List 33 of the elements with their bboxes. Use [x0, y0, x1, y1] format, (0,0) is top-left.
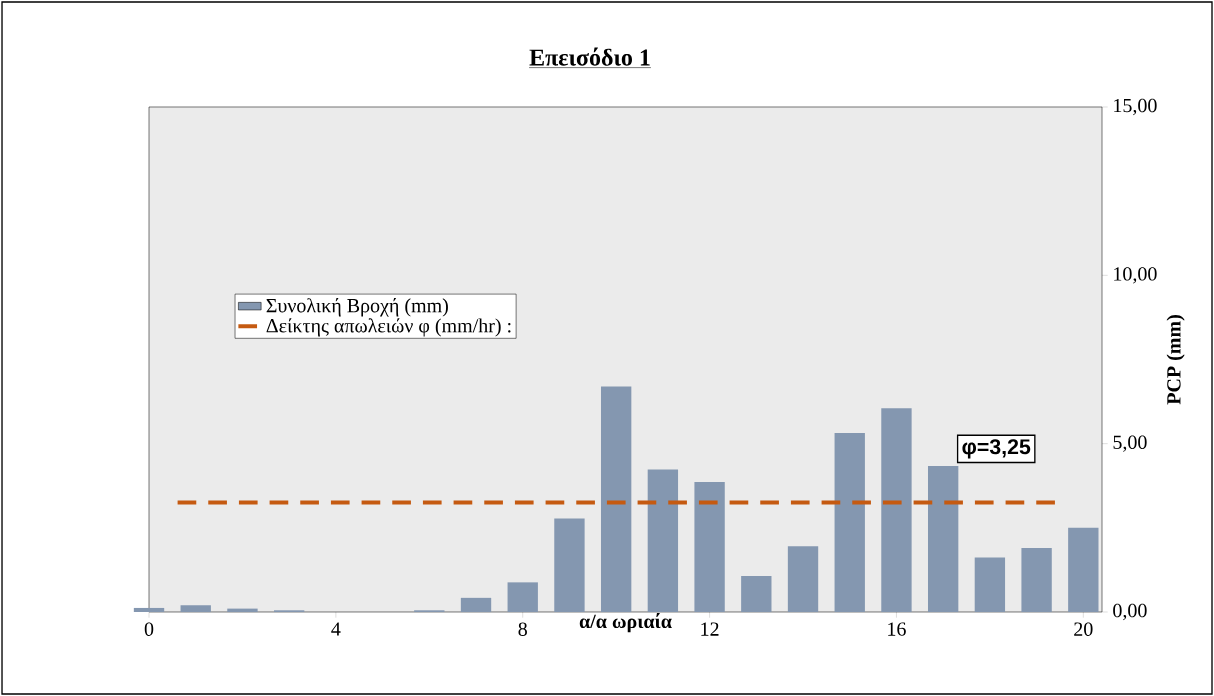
y-tick-label: 0,00 [1113, 603, 1147, 621]
x-tick-label: 0 [144, 622, 154, 636]
x-axis-title: α/α ωριαία [579, 613, 672, 633]
bar [927, 465, 959, 612]
legend-label: Δείκτης απωλειών φ (mm/hr) : [266, 318, 511, 337]
x-tick-label: 4 [331, 622, 341, 636]
x-tick-label: 20 [1074, 622, 1093, 636]
y-tick-label: 5,00 [1113, 435, 1147, 452]
y-tick-label: 10,00 [1114, 267, 1157, 284]
bar [227, 608, 258, 612]
bar [974, 557, 1006, 612]
chart-title: Επεισόδιο 1 [529, 47, 650, 66]
bar [180, 605, 211, 612]
bar [507, 582, 538, 612]
bar [647, 469, 679, 612]
bar [1068, 527, 1099, 612]
y-axis-title: PCP (mm) [1166, 315, 1185, 405]
bar [741, 575, 772, 612]
bar [834, 432, 865, 612]
bar [694, 482, 725, 612]
legend-label: Συνολική Βροχή (mm) [266, 298, 448, 317]
y-tick-label: 15,00 [1114, 98, 1157, 116]
annotation: φ=3,25 [962, 439, 1031, 459]
bar [600, 386, 632, 612]
x-tick-label: 8 [518, 622, 527, 636]
bar [460, 597, 492, 612]
bar [133, 607, 165, 612]
bar [554, 518, 585, 612]
bar [881, 408, 912, 612]
x-tick-label: 16 [888, 622, 906, 636]
bar [787, 546, 819, 612]
bar [1021, 548, 1052, 612]
x-tick-label: 12 [701, 622, 719, 636]
